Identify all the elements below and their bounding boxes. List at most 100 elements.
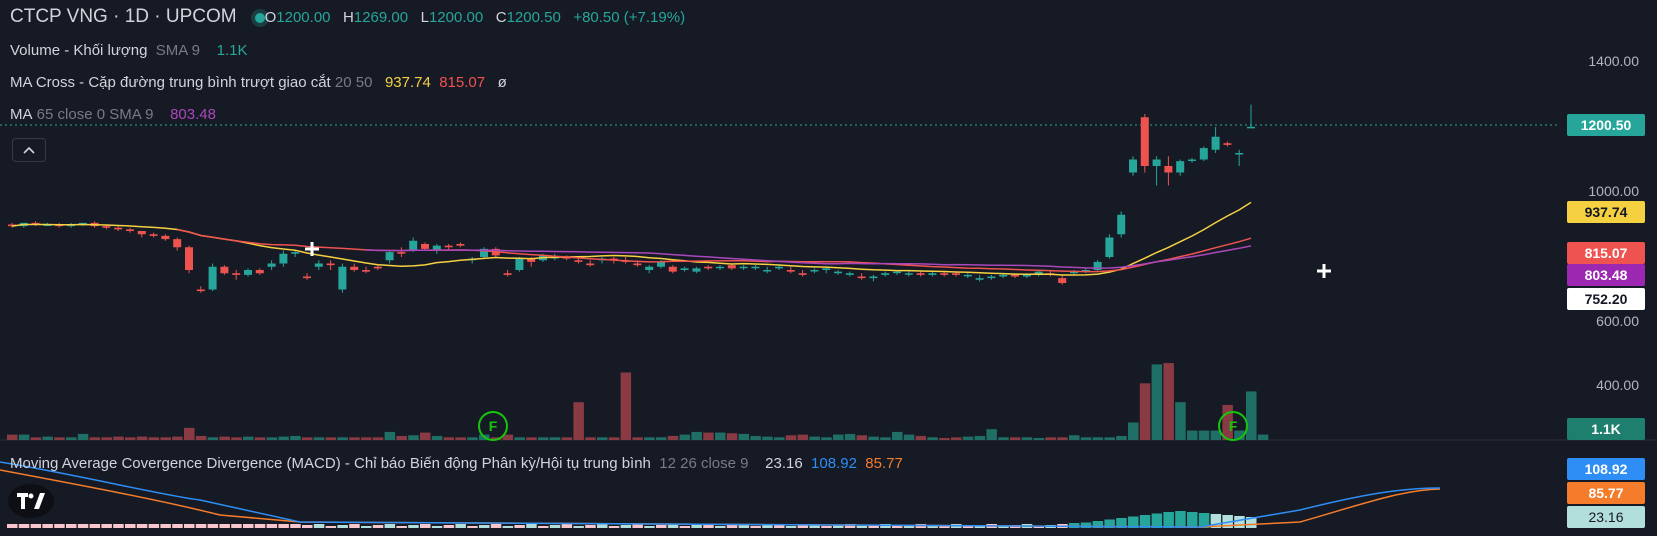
candle-body (940, 273, 949, 275)
ma-legend[interactable]: MA 65 close 0 SMA 9 803.48 (10, 106, 216, 123)
macd-hist-bar (797, 525, 809, 528)
ma-cross-legend[interactable]: MA Cross - Cặp đường trung bình trượt gi… (10, 74, 507, 91)
macd-hist-bar (136, 524, 148, 528)
macd-hist-bar (219, 524, 230, 528)
macd-hist-bar (160, 524, 171, 528)
candle-body (267, 263, 276, 267)
volume-bar (974, 435, 986, 440)
macd-hist-bar (113, 524, 124, 528)
volume-bar (1033, 437, 1045, 440)
candle-body (1070, 271, 1078, 274)
collapse-legend-button[interactable] (12, 138, 46, 162)
volume-bar (313, 437, 325, 440)
volume-bar (172, 436, 183, 440)
macd-legend[interactable]: Moving Average Covergence Divergence (MA… (10, 455, 903, 472)
volume-bar (797, 434, 809, 440)
candle-body (834, 271, 842, 274)
macd-hist-bar (313, 524, 325, 528)
macd-hist-bar (54, 524, 65, 528)
macd-hist-bar (1069, 523, 1080, 528)
candle-body (716, 266, 724, 269)
candle-body (1011, 274, 1019, 277)
macd-hist-bar (927, 526, 938, 528)
candle-body (1034, 271, 1043, 275)
macd-hist-bar (1163, 512, 1174, 528)
candle-body (1199, 148, 1208, 160)
candle-body (680, 268, 689, 270)
macd-hist-bar (66, 524, 77, 528)
candle-body (185, 247, 193, 270)
volume-bar (939, 437, 950, 440)
candle-body (1247, 126, 1255, 129)
candle-body (1105, 237, 1114, 257)
volume-badge: 1.1K (1567, 418, 1645, 440)
axis-tick: 1000.00 (1588, 183, 1639, 199)
candles (8, 104, 1255, 293)
ma-cross-name: MA Cross - Cặp đường trung bình trượt gi… (10, 74, 331, 91)
macd-hist-bar (679, 526, 691, 528)
volume-bar (77, 433, 89, 440)
volume-value: 1.1K (216, 42, 248, 59)
candle-body (763, 270, 772, 272)
candle-body (657, 261, 665, 267)
volume-bar (148, 437, 160, 440)
macd-hist-bar (1033, 526, 1045, 528)
tradingview-logo-icon[interactable] (8, 484, 54, 518)
dividend-flag[interactable]: F (478, 411, 508, 441)
macd-hist-bar (266, 524, 278, 528)
symbol-title[interactable]: CTCP VNG · 1D · UPCOM (10, 6, 237, 27)
volume-bar (101, 437, 112, 440)
volume-bar (243, 436, 254, 440)
macd-hist-bar (490, 524, 502, 528)
macd-hist-bar (608, 526, 620, 528)
open-label: O (264, 9, 277, 26)
volume-bar (125, 437, 136, 440)
volume-legend[interactable]: Volume - Khối lượng SMA 9 1.1K (10, 42, 248, 59)
volume-bar (927, 437, 938, 440)
macd-hist-bar (549, 525, 561, 528)
macd-hist-bar (1246, 517, 1257, 528)
candle-body (1081, 270, 1090, 272)
volume-bar (219, 436, 230, 440)
macd-hist-bar (172, 524, 183, 528)
volume-bar (372, 437, 384, 440)
volume-bar (302, 437, 313, 440)
macd-hist-bar (1210, 514, 1222, 528)
macd-badge: 108.92 (1567, 458, 1645, 480)
macd-hist-bar (597, 524, 608, 528)
volume-bar (30, 437, 42, 440)
volume-bar (998, 437, 1009, 440)
volume-bar (962, 436, 974, 440)
macd-hist-bar (1187, 512, 1198, 528)
macd-hist-bar (384, 524, 396, 528)
candle-body (704, 266, 713, 269)
symbol-legend[interactable]: CTCP VNG · 1D · UPCOM O1200.00 H1269.00 L… (10, 6, 685, 28)
macd-hist-bar (868, 525, 879, 528)
volume-bar (892, 431, 903, 440)
volume-bar (1045, 437, 1056, 440)
ma-name: MA (10, 106, 33, 123)
candle-body (1093, 261, 1102, 270)
macd-hist-bar (1198, 513, 1210, 528)
macd-hist-bar (254, 524, 266, 528)
candle-body (928, 273, 937, 275)
volume-bar (7, 434, 18, 440)
macd-hist-bar (1234, 516, 1245, 528)
candle-body (1188, 159, 1196, 161)
candle-body (574, 260, 583, 262)
macd-hist-bar (337, 525, 348, 528)
ma20-line (11, 201, 1252, 276)
volume-bars (7, 363, 1269, 440)
candle-body (916, 273, 925, 275)
candle-body (196, 289, 205, 292)
candle-body (1164, 166, 1173, 173)
candle-body (444, 245, 453, 248)
macd-hist-bar (526, 524, 537, 528)
candle-body (232, 273, 241, 275)
candle-body (1152, 159, 1161, 166)
volume-bar (608, 437, 620, 440)
candle-body (102, 226, 111, 228)
dividend-flag[interactable]: F (1218, 411, 1248, 441)
candle-body (456, 244, 465, 246)
